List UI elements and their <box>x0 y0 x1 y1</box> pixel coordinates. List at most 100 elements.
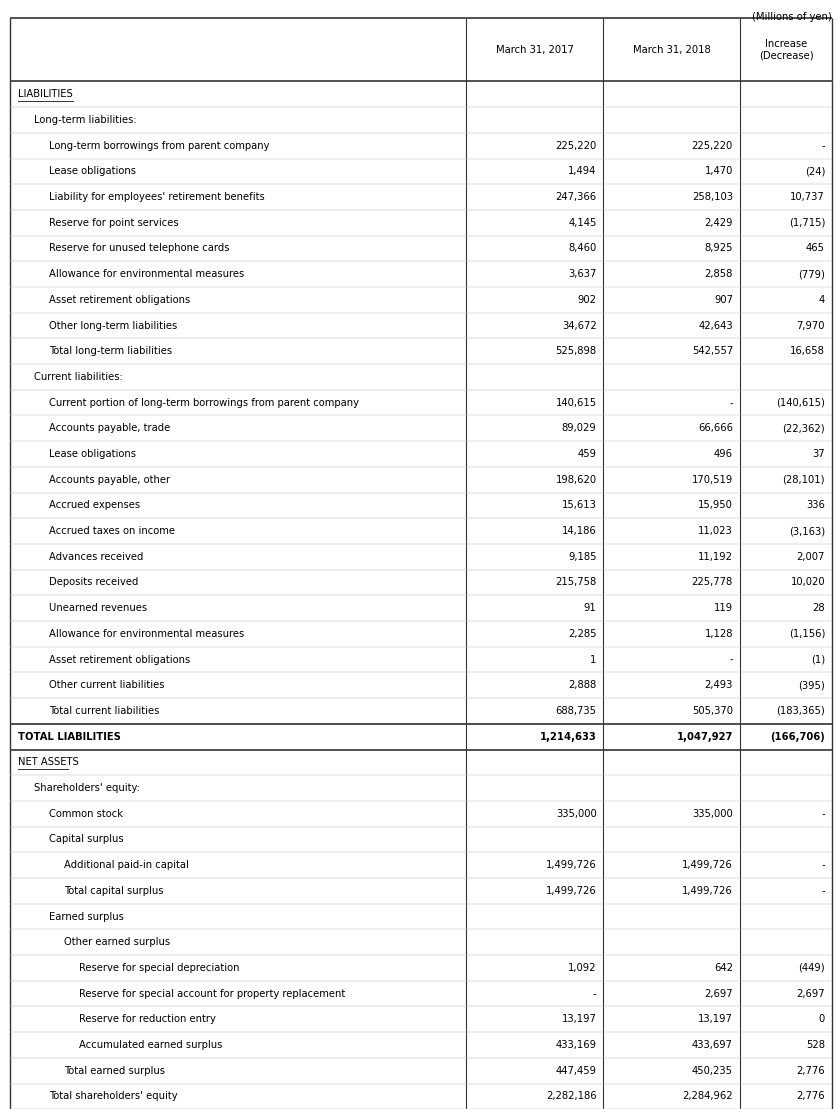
Text: Reserve for unused telephone cards: Reserve for unused telephone cards <box>49 244 229 254</box>
Text: Total capital surplus: Total capital surplus <box>64 886 164 896</box>
Text: -: - <box>822 886 825 896</box>
Text: 505,370: 505,370 <box>692 706 733 716</box>
Text: 8,460: 8,460 <box>569 244 596 254</box>
Text: Unearned revenues: Unearned revenues <box>49 603 147 613</box>
Text: 2,697: 2,697 <box>705 988 733 998</box>
Text: (1): (1) <box>811 654 825 664</box>
Text: 13,197: 13,197 <box>698 1015 733 1025</box>
Text: 1,470: 1,470 <box>705 166 733 176</box>
Text: 1,499,726: 1,499,726 <box>682 861 733 871</box>
Text: Increase
(Decrease): Increase (Decrease) <box>759 39 813 60</box>
Text: 1,499,726: 1,499,726 <box>682 886 733 896</box>
Text: 433,697: 433,697 <box>692 1040 733 1050</box>
Text: Accrued taxes on income: Accrued taxes on income <box>49 526 175 536</box>
Text: 1,092: 1,092 <box>568 963 596 973</box>
Text: 496: 496 <box>714 449 733 459</box>
Text: 140,615: 140,615 <box>555 398 596 408</box>
Text: 28: 28 <box>812 603 825 613</box>
Text: Other current liabilities: Other current liabilities <box>49 680 165 690</box>
Text: 2,697: 2,697 <box>796 988 825 998</box>
Text: -: - <box>822 141 825 151</box>
Text: Current liabilities:: Current liabilities: <box>34 372 123 381</box>
Text: (28,101): (28,101) <box>783 475 825 485</box>
Text: 89,029: 89,029 <box>562 424 596 434</box>
Text: 14,186: 14,186 <box>562 526 596 536</box>
Text: Accrued expenses: Accrued expenses <box>49 500 140 510</box>
Text: LIABILITIES: LIABILITIES <box>18 90 73 100</box>
Text: Reserve for point services: Reserve for point services <box>49 217 179 227</box>
Text: 42,643: 42,643 <box>698 321 733 330</box>
Text: Asset retirement obligations: Asset retirement obligations <box>49 654 190 664</box>
Text: 335,000: 335,000 <box>556 808 596 818</box>
Text: 2,776: 2,776 <box>796 1091 825 1101</box>
Text: Reserve for reduction entry: Reserve for reduction entry <box>80 1015 217 1025</box>
Text: Deposits received: Deposits received <box>49 578 139 588</box>
Text: Total current liabilities: Total current liabilities <box>49 706 160 716</box>
Text: 1,499,726: 1,499,726 <box>546 886 596 896</box>
Text: Asset retirement obligations: Asset retirement obligations <box>49 295 190 305</box>
Text: Total shareholders' equity: Total shareholders' equity <box>49 1091 177 1101</box>
Text: 1,214,633: 1,214,633 <box>540 732 596 742</box>
Text: 4,145: 4,145 <box>568 217 596 227</box>
Text: 902: 902 <box>578 295 596 305</box>
Text: (3,163): (3,163) <box>789 526 825 536</box>
Text: 335,000: 335,000 <box>692 808 733 818</box>
Text: Allowance for environmental measures: Allowance for environmental measures <box>49 269 244 279</box>
Text: NET ASSETS: NET ASSETS <box>18 757 79 767</box>
Text: (183,365): (183,365) <box>776 706 825 716</box>
Text: Other long-term liabilities: Other long-term liabilities <box>49 321 177 330</box>
Text: 688,735: 688,735 <box>555 706 596 716</box>
Text: 10,737: 10,737 <box>790 192 825 202</box>
Text: Long-term liabilities:: Long-term liabilities: <box>34 115 136 125</box>
Text: Total long-term liabilities: Total long-term liabilities <box>49 346 172 356</box>
Text: 2,429: 2,429 <box>705 217 733 227</box>
Text: 15,613: 15,613 <box>562 500 596 510</box>
Text: 11,023: 11,023 <box>698 526 733 536</box>
Text: 3,637: 3,637 <box>568 269 596 279</box>
Text: 4: 4 <box>819 295 825 305</box>
Text: Advances received: Advances received <box>49 552 144 562</box>
Text: Accounts payable, other: Accounts payable, other <box>49 475 170 485</box>
Text: 642: 642 <box>714 963 733 973</box>
Text: 8,925: 8,925 <box>705 244 733 254</box>
Text: 2,282,186: 2,282,186 <box>546 1091 596 1101</box>
Text: 1,047,927: 1,047,927 <box>676 732 733 742</box>
Text: -: - <box>822 861 825 871</box>
Text: Lease obligations: Lease obligations <box>49 449 136 459</box>
Text: 225,220: 225,220 <box>555 141 596 151</box>
Text: Total earned surplus: Total earned surplus <box>64 1066 165 1076</box>
Text: 170,519: 170,519 <box>692 475 733 485</box>
Text: 525,898: 525,898 <box>555 346 596 356</box>
Text: 225,778: 225,778 <box>692 578 733 588</box>
Text: 433,169: 433,169 <box>555 1040 596 1050</box>
Text: 2,285: 2,285 <box>568 629 596 639</box>
Text: 1,494: 1,494 <box>568 166 596 176</box>
Text: Lease obligations: Lease obligations <box>49 166 136 176</box>
Text: 447,459: 447,459 <box>555 1066 596 1076</box>
Text: Additional paid-in capital: Additional paid-in capital <box>64 861 189 871</box>
Text: 37: 37 <box>812 449 825 459</box>
Text: (1,715): (1,715) <box>789 217 825 227</box>
Text: Other earned surplus: Other earned surplus <box>64 937 171 947</box>
Text: -: - <box>822 808 825 818</box>
Text: Liability for employees' retirement benefits: Liability for employees' retirement bene… <box>49 192 265 202</box>
Text: 34,672: 34,672 <box>562 321 596 330</box>
Text: 2,888: 2,888 <box>569 680 596 690</box>
Text: 215,758: 215,758 <box>555 578 596 588</box>
Text: Earned surplus: Earned surplus <box>49 912 123 922</box>
Text: (1,156): (1,156) <box>789 629 825 639</box>
Text: Accumulated earned surplus: Accumulated earned surplus <box>80 1040 223 1050</box>
Text: 542,557: 542,557 <box>692 346 733 356</box>
Text: -: - <box>729 398 733 408</box>
Text: 198,620: 198,620 <box>555 475 596 485</box>
Text: 15,950: 15,950 <box>698 500 733 510</box>
Text: Shareholders' equity:: Shareholders' equity: <box>34 783 139 793</box>
Text: (Millions of yen): (Millions of yen) <box>753 12 832 22</box>
Text: 66,666: 66,666 <box>698 424 733 434</box>
Text: Capital surplus: Capital surplus <box>49 834 123 844</box>
Text: -: - <box>729 654 733 664</box>
Text: Reserve for special depreciation: Reserve for special depreciation <box>80 963 240 973</box>
Text: Accounts payable, trade: Accounts payable, trade <box>49 424 171 434</box>
Text: 7,970: 7,970 <box>796 321 825 330</box>
Text: 907: 907 <box>714 295 733 305</box>
